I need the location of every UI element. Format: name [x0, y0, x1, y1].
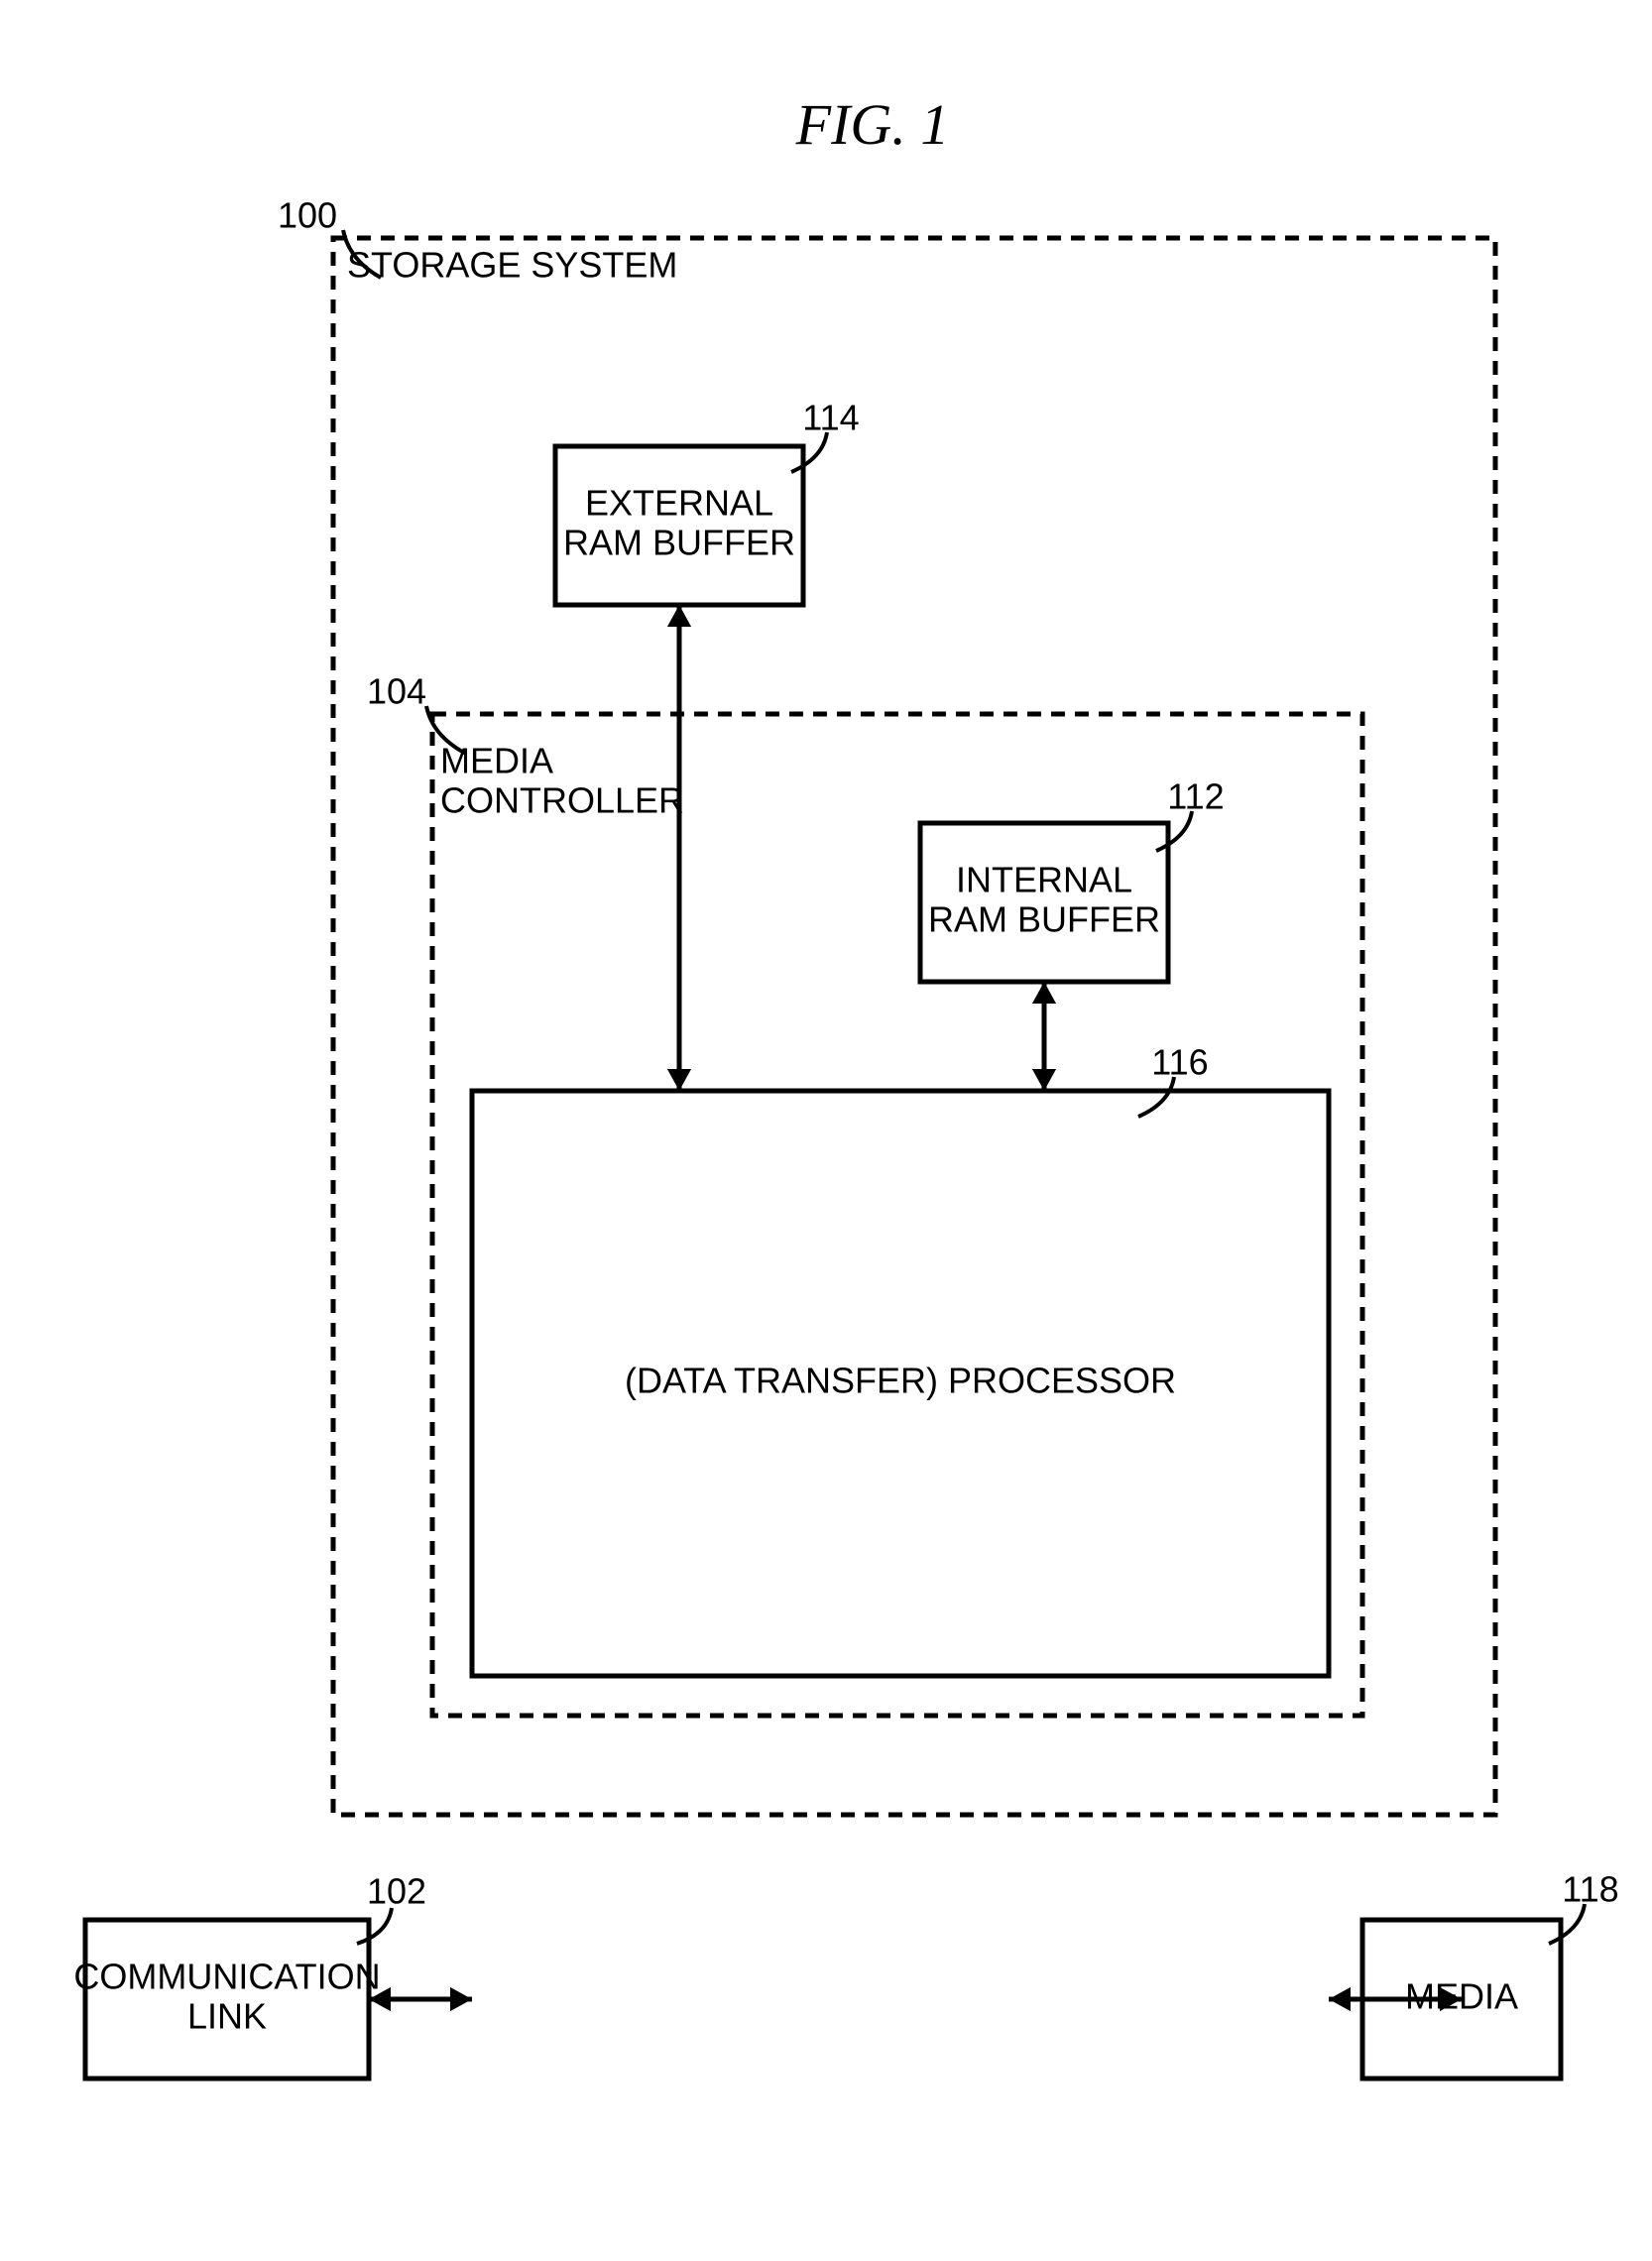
svg-text:100: 100 [278, 195, 337, 236]
svg-text:104: 104 [367, 671, 426, 712]
svg-text:CONTROLLER: CONTROLLER [440, 780, 684, 821]
svg-text:112: 112 [1167, 776, 1224, 817]
svg-text:MEDIA: MEDIA [1405, 1976, 1518, 2017]
svg-text:COMMUNICATION: COMMUNICATION [73, 1957, 380, 1997]
svg-text:118: 118 [1562, 1869, 1618, 1910]
svg-text:STORAGE SYSTEM: STORAGE SYSTEM [347, 245, 677, 286]
svg-text:RAM BUFFER: RAM BUFFER [563, 523, 795, 563]
svg-text:(DATA TRANSFER) PROCESSOR: (DATA TRANSFER) PROCESSOR [625, 1361, 1176, 1401]
svg-text:102: 102 [367, 1871, 426, 1912]
svg-text:116: 116 [1151, 1042, 1208, 1083]
svg-text:EXTERNAL: EXTERNAL [585, 483, 773, 524]
svg-text:RAM BUFFER: RAM BUFFER [928, 899, 1160, 940]
svg-text:FIG. 1: FIG. 1 [795, 92, 950, 157]
svg-text:LINK: LINK [187, 1996, 267, 2037]
svg-text:114: 114 [802, 398, 859, 438]
svg-text:INTERNAL: INTERNAL [956, 860, 1132, 900]
